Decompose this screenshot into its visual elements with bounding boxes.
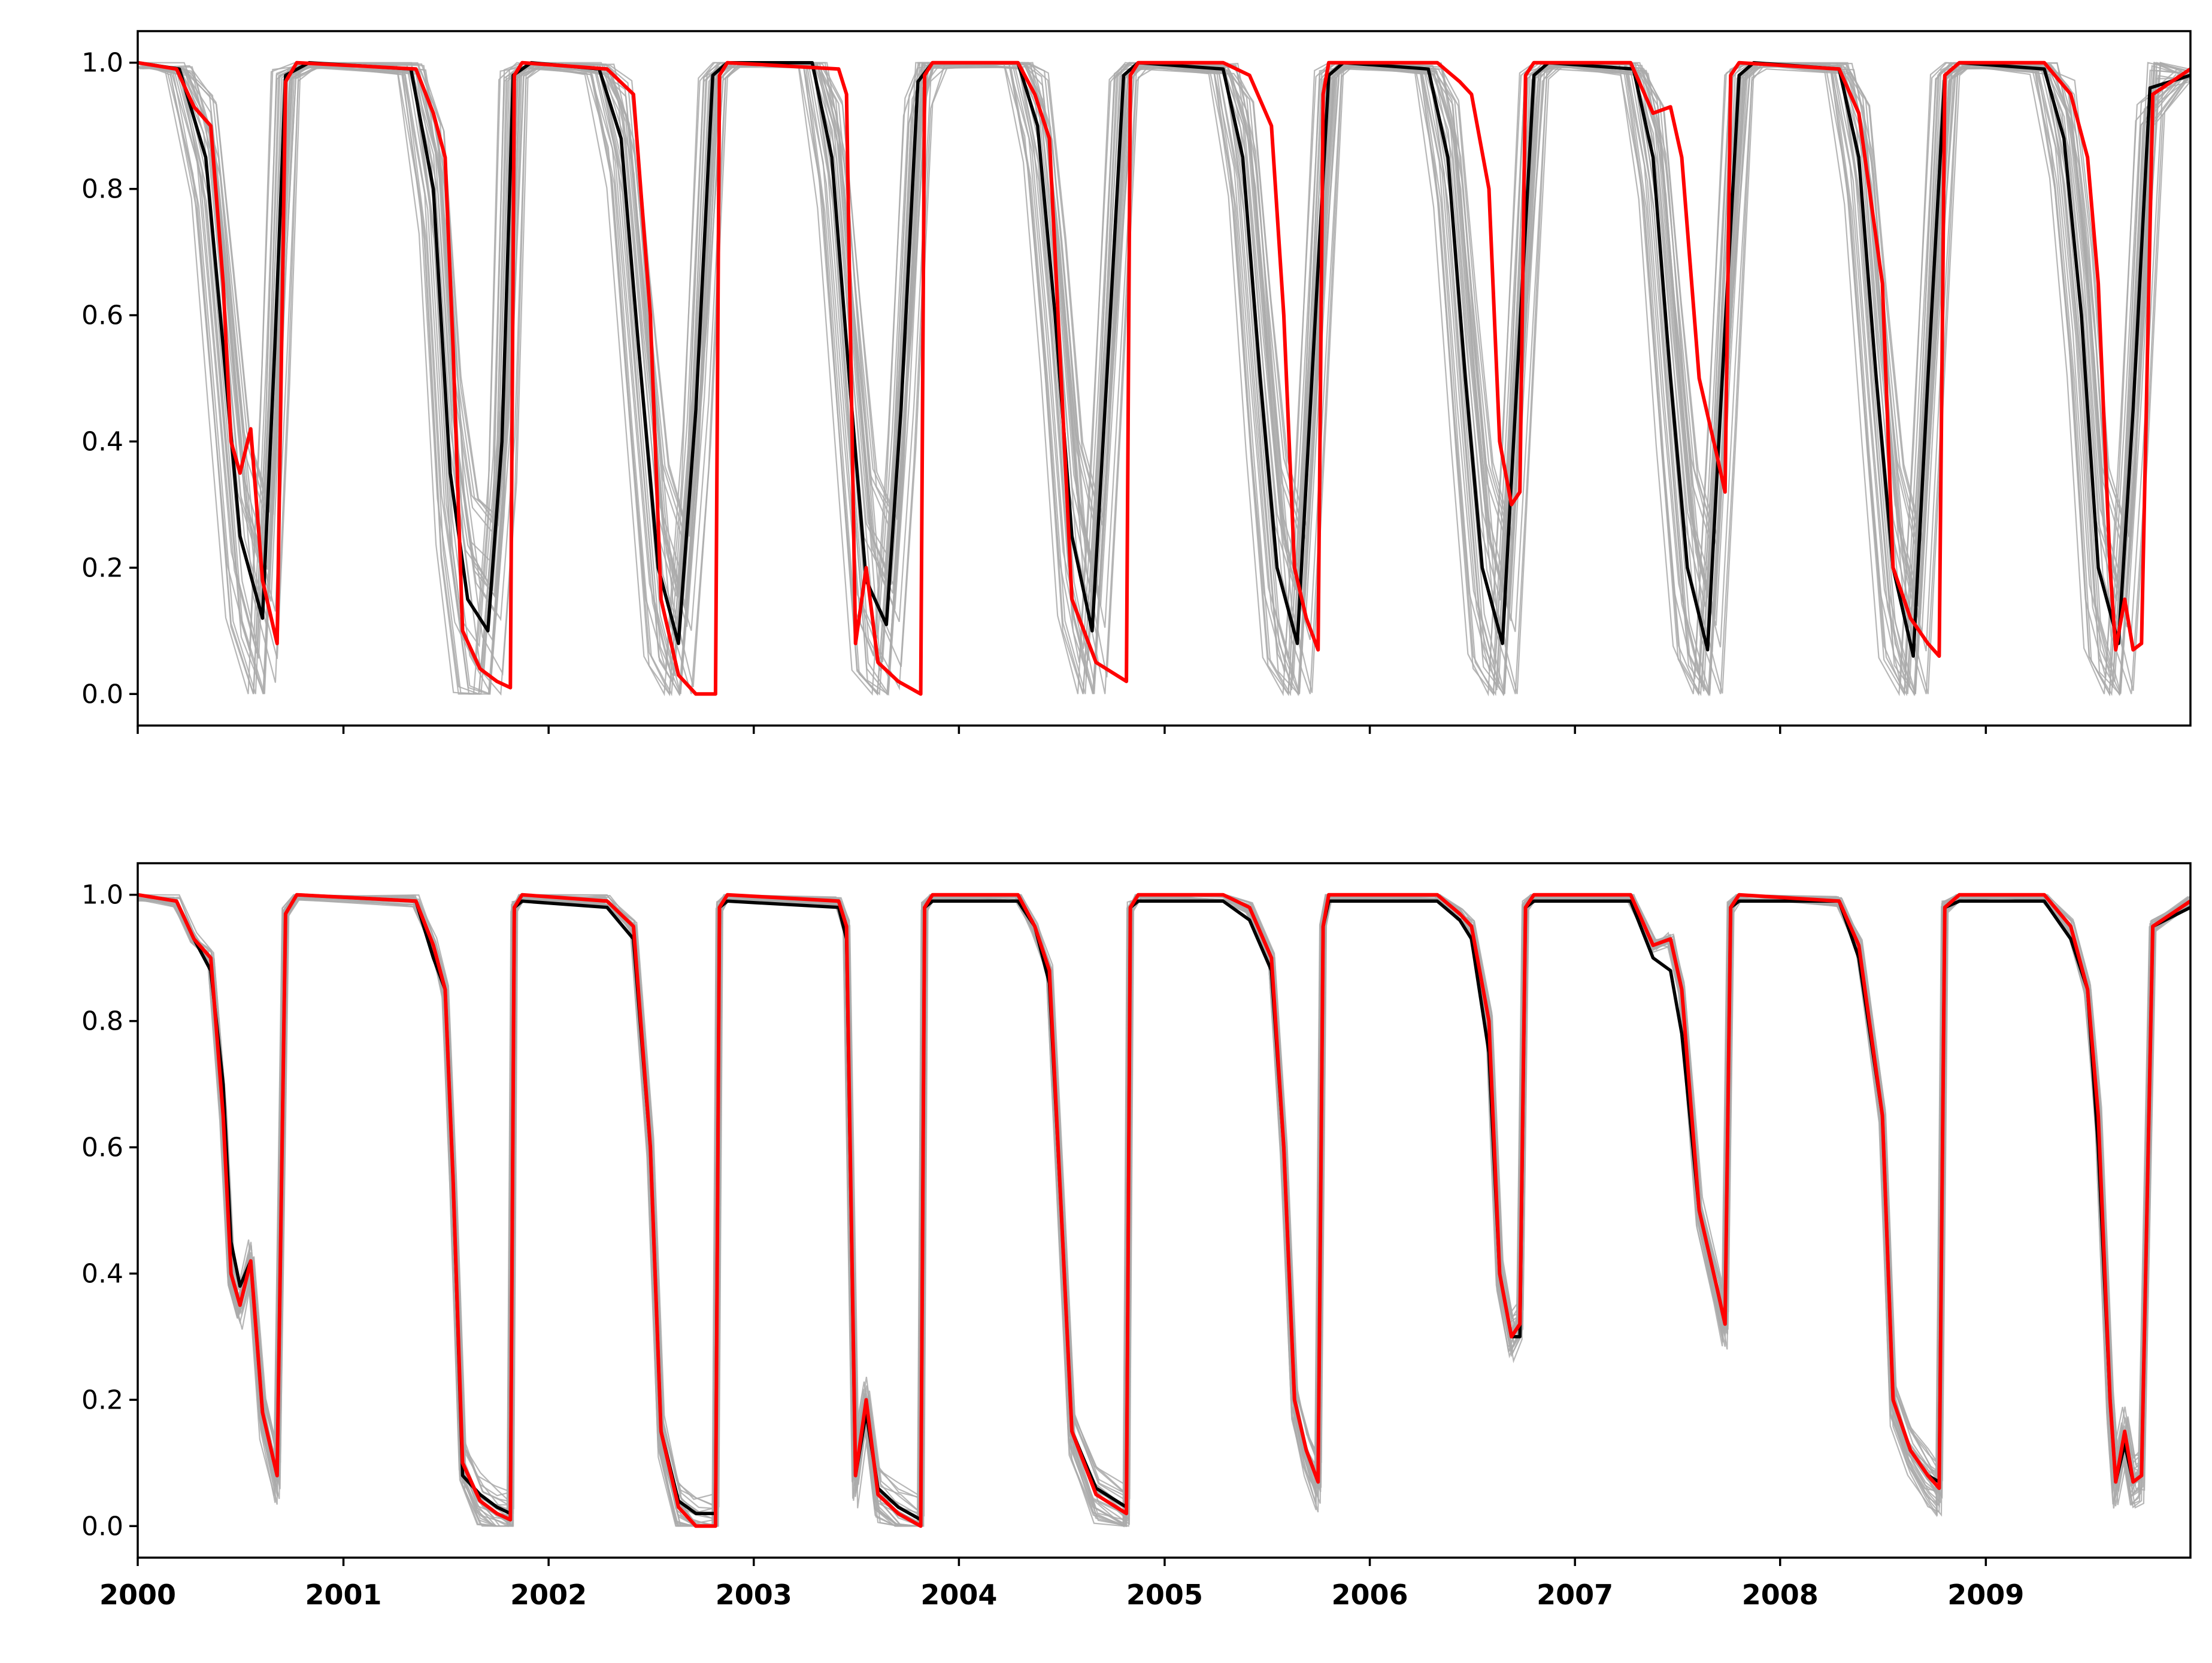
x-tick-label: 2001 [305,1579,382,1611]
ensemble-member-line [137,62,2183,673]
x-tick-label: 2005 [1126,1579,1203,1611]
ensemble-member-line [140,62,2191,697]
y-tick-label: 0.6 [81,1133,123,1163]
y-tick-label: 0.4 [81,1258,123,1289]
y-tick-label: 0.0 [81,1511,123,1541]
y-tick-label: 0.8 [81,174,123,205]
bottom-panel: 0.0 0.2 0.4 0.6 0.8 1.0 2000 2001 2002 2003 2004 20… [81,862,2192,1611]
plot-area-top [137,60,2192,697]
y-tick-label: 0.6 [81,301,123,331]
x-tick-label: 2009 [1947,1579,2024,1611]
ensemble-member-line [137,62,2177,697]
x-tick-label: 2004 [920,1579,997,1611]
x-tick-label: 2007 [1537,1579,1613,1611]
y-tick-label: 0.4 [81,426,123,457]
y-tick-label: 0.0 [81,679,123,709]
x-tick-label: 2008 [1742,1579,1819,1611]
y-tick-label: 1.0 [81,48,123,78]
y-tick-label: 0.2 [81,553,123,583]
top-panel: 0.0 0.2 0.4 0.6 0.8 1.0 [81,30,2192,734]
reference-line-top [137,60,2192,696]
x-tick-label: 2002 [510,1579,587,1611]
y-tick-label: 0.2 [81,1385,123,1415]
reference-line-bottom [137,893,2192,1528]
y-tick-label: 1.0 [81,880,123,911]
x-tick-label: 2006 [1332,1579,1408,1611]
ensemble-member-line [137,62,2178,684]
plot-area-bottom [137,893,2192,1528]
x-tick-label: 2003 [716,1579,792,1611]
y-tick-label: 0.8 [81,1006,123,1037]
x-tick-label: 2000 [99,1579,176,1611]
